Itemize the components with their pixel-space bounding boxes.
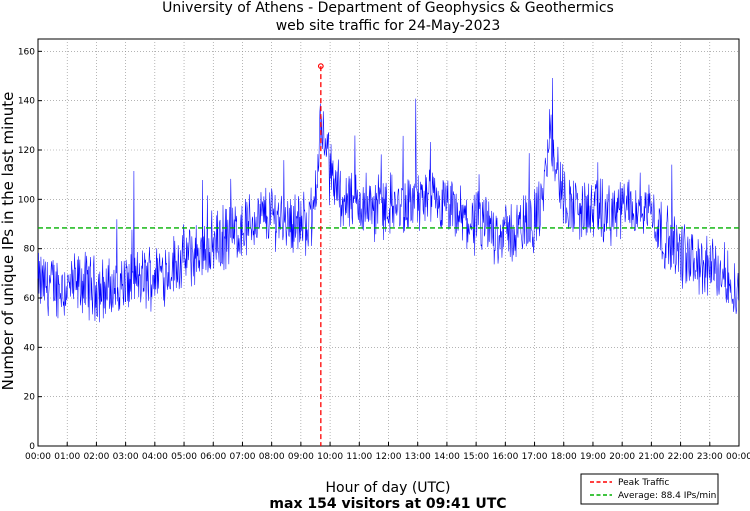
x-tick-label: 21:00 bbox=[638, 452, 664, 462]
y-tick-label: 160 bbox=[18, 47, 35, 57]
legend-peak-label: Peak Traffic bbox=[618, 478, 669, 488]
y-tick-label: 120 bbox=[18, 146, 35, 156]
y-tick-label: 20 bbox=[24, 393, 36, 403]
y-tick-label: 60 bbox=[24, 294, 36, 304]
x-axis-ticks: 00:00 01:00 02:00 03:00 04:00 05:00 06:00 07:00… bbox=[25, 442, 750, 462]
legend-average-label: Average: 88.4 IPs/min bbox=[618, 491, 716, 501]
x-tick-label: 17:00 bbox=[522, 452, 548, 462]
chart-title-line-2: web site traffic for 24-May-2023 bbox=[276, 18, 501, 34]
peak-summary: max 154 visitors at 09:41 UTC bbox=[269, 496, 506, 511]
x-axis-label: Hour of day (UTC) bbox=[326, 480, 451, 496]
x-tick-label: 07:00 bbox=[229, 452, 255, 462]
y-axis-label: Number of unique IPs in the last minute bbox=[0, 92, 17, 391]
x-tick-label: 01:00 bbox=[54, 452, 80, 462]
x-tick-label: 23:00 bbox=[697, 452, 723, 462]
x-tick-label: 20:00 bbox=[609, 452, 635, 462]
x-tick-label: 05:00 bbox=[171, 452, 197, 462]
x-tick-label: 00:00 bbox=[726, 452, 750, 462]
y-axis-ticks: 0 20 40 60 80 100 120 140 160 bbox=[18, 47, 42, 452]
x-tick-label: 14:00 bbox=[434, 452, 460, 462]
x-tick-label: 11:00 bbox=[346, 452, 372, 462]
x-tick-label: 12:00 bbox=[376, 452, 402, 462]
peak-marker bbox=[317, 63, 324, 70]
x-tick-label: 02:00 bbox=[83, 452, 109, 462]
x-tick-label: 22:00 bbox=[668, 452, 694, 462]
x-tick-label: 00:00 bbox=[25, 452, 51, 462]
x-tick-label: 06:00 bbox=[200, 452, 226, 462]
x-tick-label: 18:00 bbox=[551, 452, 577, 462]
y-tick-label: 80 bbox=[24, 245, 36, 255]
x-tick-label: 10:00 bbox=[317, 452, 343, 462]
x-tick-label: 16:00 bbox=[492, 452, 518, 462]
y-tick-label: 40 bbox=[24, 343, 36, 353]
traffic-line bbox=[37, 77, 739, 323]
x-tick-label: 04:00 bbox=[142, 452, 168, 462]
legend: Peak Traffic Average: 88.4 IPs/min bbox=[580, 473, 719, 505]
y-tick-label: 140 bbox=[18, 97, 35, 107]
x-tick-label: 13:00 bbox=[405, 452, 431, 462]
x-tick-label: 03:00 bbox=[113, 452, 139, 462]
x-tick-label: 19:00 bbox=[580, 452, 606, 462]
legend-box bbox=[580, 473, 719, 505]
traffic-series bbox=[37, 77, 739, 323]
x-tick-label: 15:00 bbox=[463, 452, 489, 462]
chart-title-line-1: University of Athens - Department of Geo… bbox=[162, 0, 614, 16]
y-tick-label: 100 bbox=[18, 195, 35, 205]
x-tick-label: 08:00 bbox=[259, 452, 285, 462]
x-tick-label: 09:00 bbox=[288, 452, 314, 462]
y-tick-label: 0 bbox=[29, 442, 35, 452]
reference-lines bbox=[38, 63, 739, 446]
grid bbox=[38, 39, 739, 446]
